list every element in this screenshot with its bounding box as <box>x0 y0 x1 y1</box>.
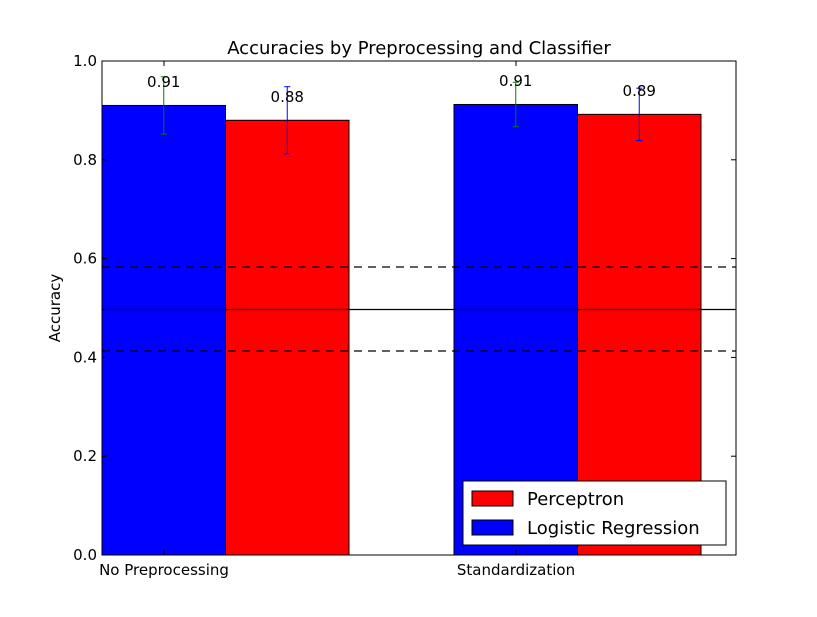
chart-title: Accuracies by Preprocessing and Classifi… <box>227 38 611 59</box>
legend-swatch-logistic-regression <box>471 519 514 536</box>
legend-label: Logistic Regression <box>527 518 700 539</box>
y-tick-label: 1.0 <box>73 52 97 70</box>
bar-perceptron-0 <box>225 119 350 556</box>
y-tick-label: 0.0 <box>73 546 97 564</box>
x-tick-label: Standardization <box>457 561 575 579</box>
x-tick-label: No Preprocessing <box>99 561 229 579</box>
y-tick-label: 0.8 <box>73 151 97 169</box>
data-labels-layer: 0.91 0.91 0.88 0.89 <box>147 72 656 106</box>
legend-swatch-perceptron <box>471 490 514 507</box>
legend: Perceptron Logistic Regression <box>462 480 727 546</box>
data-label-0-0: 0.91 <box>147 73 180 91</box>
bar-logistic-regression-1 <box>453 103 578 556</box>
axes-frame <box>101 60 737 556</box>
legend-label: Perceptron <box>527 489 624 510</box>
y-tick-label: 0.4 <box>73 348 97 366</box>
y-tick-label: 0.6 <box>73 250 97 268</box>
reference-lines-layer <box>102 266 736 352</box>
y-tick-label: 0.2 <box>73 447 97 465</box>
errorbars-layer <box>160 76 643 155</box>
y-ticks-layer: 0.0 0.2 0.4 0.6 0.8 1.0 <box>73 52 736 564</box>
data-label-1-1: 0.89 <box>623 82 656 100</box>
bar-logistic-regression-0 <box>101 104 226 556</box>
data-label-1-0: 0.88 <box>271 88 304 106</box>
x-ticks-layer: No Preprocessing Standardization <box>99 61 575 579</box>
y-axis-label: Accuracy <box>46 274 64 343</box>
data-label-0-1: 0.91 <box>499 72 532 90</box>
